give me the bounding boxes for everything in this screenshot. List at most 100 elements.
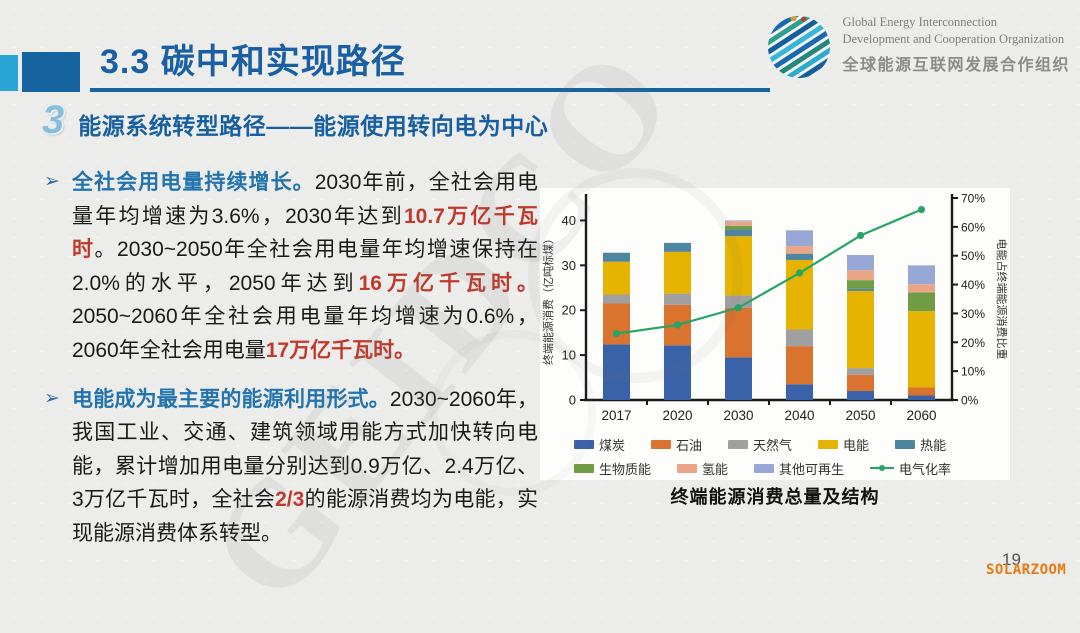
y-left-tick-label: 30 (562, 258, 576, 273)
bar-segment-煤炭 (664, 345, 691, 400)
y-right-tick-label: 0% (961, 394, 979, 408)
bar-segment-热能 (786, 253, 813, 260)
y-right-tick-label: 70% (961, 192, 985, 206)
legend-item-生物质能: 生物质能 (574, 459, 651, 478)
geidco-logo: Global Energy Interconnection Developmen… (756, 4, 1070, 90)
bar-segment-氢能 (847, 270, 874, 281)
text-segment-normal: 。2030~2050年全社会用电量年均增速保持在2.0%的水平，2050年达到 (72, 238, 539, 295)
bar-segment-煤炭 (725, 357, 752, 400)
line-marker (673, 321, 682, 329)
legend-label: 其他可再生 (779, 461, 845, 477)
bar-segment-热能 (847, 288, 874, 291)
bullet-arrow-icon: ➢ (44, 387, 60, 409)
y-right-tick-label: 50% (961, 249, 985, 263)
bar-segment-氢能 (786, 246, 813, 254)
bullet-text-1: 全社会用电量持续增长。2030年前，全社会用电量年均增速为3.6%，2030年达… (72, 166, 538, 368)
page-number: 19 (1002, 550, 1021, 569)
bar-segment-石油 (908, 387, 935, 396)
legend-item-电能: 电能 (818, 435, 869, 454)
bar-segment-煤炭 (908, 395, 935, 400)
page-title: 3.3 碳中和实现路径 (100, 43, 406, 81)
photo-watermark: SOLARZOOM (986, 562, 1067, 578)
bar-segment-其他可再生 (847, 255, 874, 271)
bar-segment-天然气 (664, 293, 691, 305)
bar-segment-热能 (725, 229, 752, 237)
line-marker (734, 304, 743, 312)
text-segment-em: 10.7万亿千瓦时 (72, 204, 538, 262)
text-segment-em: 17万亿千瓦时。 (265, 338, 416, 362)
legend-label: 电气化率 (899, 461, 952, 477)
legend-item-电气化率: 电气化率 (870, 459, 951, 478)
line-marker (917, 205, 926, 214)
legend-label: 热能 (920, 437, 947, 453)
text-segment-normal: 2030~2060年，我国工业、交通、建筑领域用能方式加快转向电能，累计增加用电… (72, 387, 539, 512)
x-category-label: 2020 (662, 408, 692, 423)
chart-legend-row-2: 生物质能 氢能 其他可再生 电气化率 (574, 457, 1010, 479)
x-category-label: 2050 (845, 408, 875, 423)
bar-segment-生物质能 (908, 292, 935, 312)
y-right-axis-title: 电能占终端能源消费比重 (995, 239, 1009, 360)
text-segment-normal: 2050~2060年全社会用电量年均增速为0.6%，2060年全社会用电量 (72, 305, 538, 362)
legend-color-swatch (574, 463, 594, 473)
logo-org-name-en-line2: Development and Cooperation Organization (842, 31, 1065, 46)
legend-item-其他可再生: 其他可再生 (754, 459, 844, 478)
y-left-tick-label: 0 (569, 393, 576, 408)
text-segment-em: 16万亿千瓦时。 (358, 271, 539, 295)
bullet-arrow-icon: ➢ (44, 171, 60, 192)
line-marker (612, 330, 621, 338)
section-number: 3 (42, 98, 65, 142)
y-right-tick-label: 30% (961, 307, 985, 321)
y-left-axis-title: 终端能源消费（亿吨标煤） (541, 233, 555, 365)
text-segment-em: 2/3 (275, 488, 305, 512)
bar-segment-煤炭 (603, 344, 630, 400)
y-left-tick-label: 20 (562, 303, 576, 318)
title-underline (90, 88, 770, 92)
header-accent-square-dark (22, 52, 80, 92)
bar-segment-生物质能 (847, 280, 874, 289)
bullet-item-2: ➢ 电能成为最主要的能源利用形式。2030~2060年，我国工业、交通、建筑领域… (44, 383, 538, 551)
legend-color-swatch (651, 439, 672, 449)
header-accent-square-light (0, 55, 18, 91)
legend-label: 电能 (843, 437, 870, 453)
line-marker (795, 269, 804, 277)
text-segment-normal: 2030年前，全社会用电量年均增速为3.6%，2030年达到 (72, 171, 539, 228)
bar-segment-天然气 (786, 329, 813, 347)
bar-segment-其他可再生 (908, 265, 935, 285)
legend-label: 天然气 (753, 437, 793, 453)
text-segment-lead: 电能成为最主要的能源利用形式。 (72, 387, 390, 411)
bar-segment-煤炭 (786, 384, 813, 400)
bar-segment-电能 (725, 236, 752, 296)
legend-item-天然气: 天然气 (728, 435, 792, 454)
x-category-label: 2017 (601, 408, 631, 423)
bullet-text-2: 电能成为最主要的能源利用形式。2030~2060年，我国工业、交通、建筑领域用能… (72, 383, 538, 551)
electrification-rate-line (616, 208, 922, 335)
bar-segment-热能 (664, 242, 691, 252)
bullet-list: ➢ 全社会用电量持续增长。2030年前，全社会用电量年均增速为3.6%，2030… (44, 166, 538, 566)
y-right-tick-label: 40% (961, 278, 985, 292)
x-category-label: 2060 (906, 408, 936, 423)
legend-item-石油: 石油 (651, 435, 702, 454)
bar-segment-其他可再生 (725, 220, 752, 222)
legend-item-热能: 热能 (895, 435, 946, 454)
bar-segment-石油 (725, 307, 752, 358)
legend-color-swatch (677, 463, 698, 473)
bar-segment-其他可再生 (786, 230, 813, 247)
y-right-tick-label: 10% (961, 365, 985, 379)
legend-line-swatch (870, 463, 895, 473)
bar-segment-煤炭 (847, 391, 874, 400)
bar-segment-电能 (908, 311, 935, 388)
legend-item-氢能: 氢能 (677, 459, 728, 478)
chart-legend-row-1: 煤炭 石油 天然气 电能 热能 (574, 433, 1010, 455)
x-category-label: 2030 (723, 408, 753, 423)
y-left-tick-label: 10 (562, 348, 576, 363)
energy-consumption-chart-panel: 0 10 20 30 40 0% 10% 20% 30% 40% 50% 60% 70% 2017 2020… (540, 188, 1010, 480)
legend-color-swatch (754, 463, 775, 473)
chart-caption: 终端能源消费总量及结构 (670, 487, 880, 507)
legend-color-swatch (818, 439, 839, 449)
bar-segment-生物质能 (725, 225, 752, 230)
legend-label: 生物质能 (599, 461, 652, 477)
section-heading: 3 能源系统转型路径——能源使用转向电为中心 (42, 98, 548, 141)
legend-label: 氢能 (702, 461, 729, 477)
legend-label: 石油 (676, 437, 703, 453)
